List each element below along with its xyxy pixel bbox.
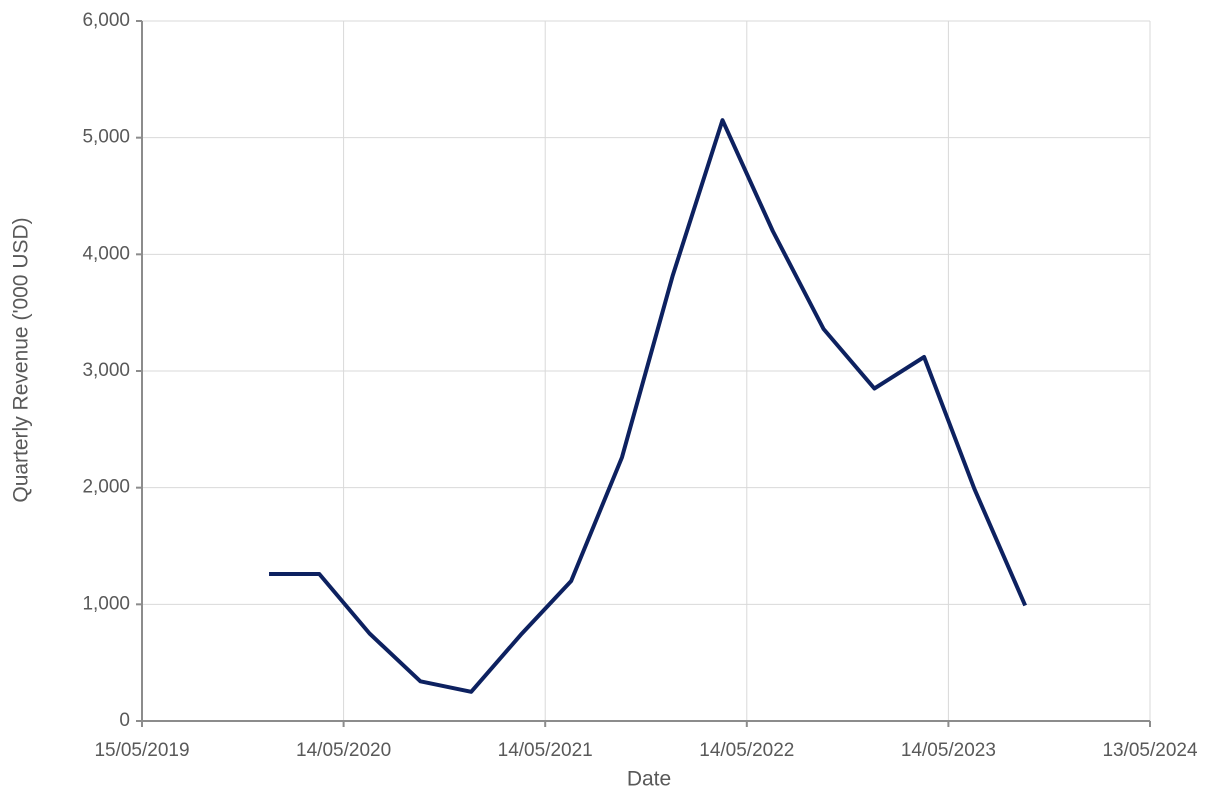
y-tick-label: 5,000 — [82, 127, 130, 148]
x-tick-label: 14/05/2021 — [498, 740, 593, 761]
x-tick-label: 14/05/2023 — [901, 740, 996, 761]
y-tick-label: 4,000 — [82, 243, 130, 264]
y-tick-label: 1,000 — [82, 593, 130, 614]
y-tick-label: 3,000 — [82, 360, 130, 381]
y-tick-label: 0 — [119, 710, 130, 731]
y-tick-label: 6,000 — [82, 10, 130, 31]
x-tick-label: 14/05/2020 — [296, 740, 391, 761]
x-tick-label: 14/05/2022 — [699, 740, 794, 761]
y-tick-label: 2,000 — [82, 477, 130, 498]
y-axis-title: Quarterly Revenue ('000 USD) — [10, 217, 33, 502]
data-line — [269, 118, 1028, 694]
x-tick-label: 15/05/2019 — [94, 740, 189, 761]
x-tick-label: 13/05/2024 — [1102, 740, 1198, 761]
x-axis-title: Date — [627, 768, 671, 791]
